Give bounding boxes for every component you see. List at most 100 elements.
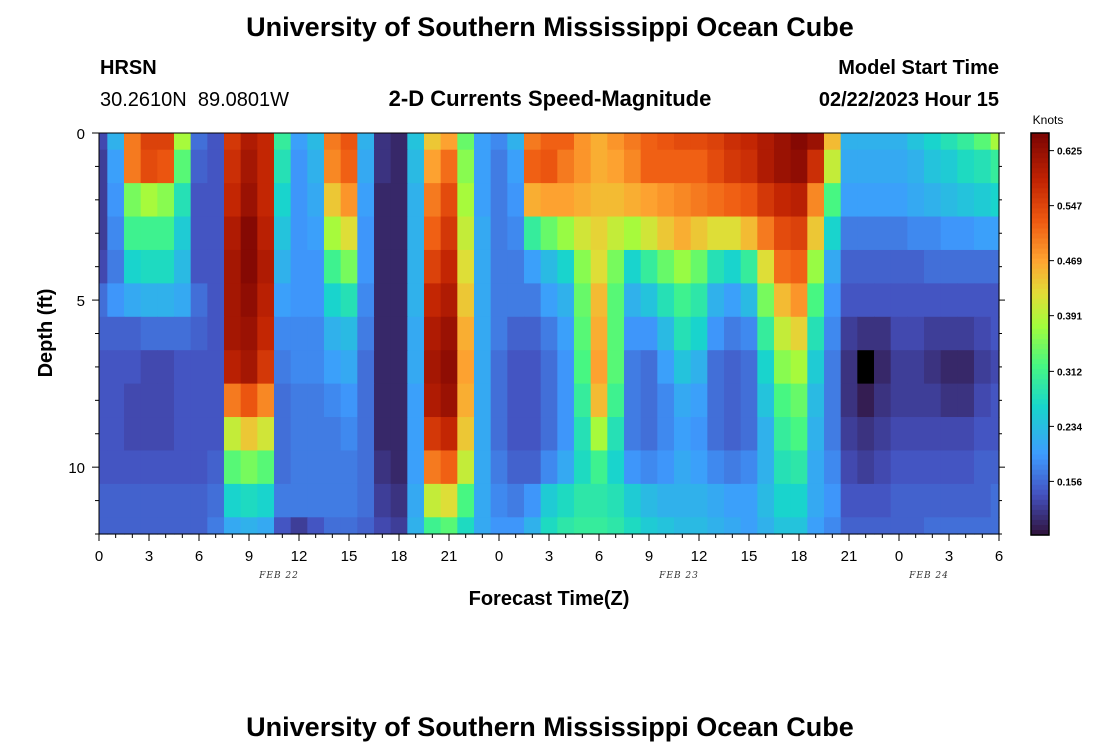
heatmap-cell bbox=[240, 350, 258, 385]
heatmap-cell bbox=[140, 133, 158, 151]
heatmap-cell bbox=[640, 133, 658, 151]
heatmap-cell bbox=[674, 316, 692, 351]
heatmap-cell bbox=[974, 249, 992, 284]
heatmap-cell bbox=[840, 450, 858, 485]
heatmap-cell bbox=[324, 316, 342, 351]
heatmap-cell bbox=[857, 316, 875, 351]
heatmap-cell bbox=[274, 133, 292, 151]
heatmap-cell bbox=[524, 417, 542, 452]
heatmap-cell bbox=[99, 283, 108, 318]
heatmap-cell bbox=[840, 417, 858, 452]
colorbar-segment bbox=[1031, 138, 1049, 144]
heatmap-cell bbox=[440, 350, 458, 385]
heatmap-cell bbox=[590, 417, 608, 452]
heatmap-cell bbox=[574, 216, 592, 251]
heatmap-cell bbox=[107, 417, 125, 452]
date-label: FEB 24 bbox=[908, 571, 949, 581]
heatmap-cell bbox=[307, 216, 325, 251]
heatmap-cell bbox=[657, 149, 675, 184]
heatmap-cell bbox=[107, 283, 125, 318]
colorbar-frame bbox=[1030, 132, 1050, 536]
heatmap-cell bbox=[224, 450, 242, 485]
heatmap-cell bbox=[790, 216, 808, 251]
heatmap-cell bbox=[374, 383, 392, 418]
heatmap-cell bbox=[690, 383, 708, 418]
heatmap-cell bbox=[274, 216, 292, 251]
heatmap-cell bbox=[424, 149, 442, 184]
heatmap-cell bbox=[940, 483, 958, 518]
heatmap-cell bbox=[757, 149, 775, 184]
heatmap-cell bbox=[740, 249, 758, 284]
heatmap-cell bbox=[774, 383, 792, 418]
heatmap-cell bbox=[357, 450, 375, 485]
heatmap-cell bbox=[974, 316, 992, 351]
heatmap-cell bbox=[440, 417, 458, 452]
heatmap-cell bbox=[890, 350, 908, 385]
heatmap-cell bbox=[757, 249, 775, 284]
heatmap-cell bbox=[124, 249, 142, 284]
x-tick-label: 0 bbox=[895, 548, 903, 565]
heatmap-cell bbox=[157, 133, 175, 151]
heatmap-cell bbox=[140, 283, 158, 318]
heatmap-cell bbox=[740, 183, 758, 218]
heatmap-cell bbox=[457, 483, 475, 518]
heatmap-cell bbox=[490, 283, 508, 318]
heatmap-cell bbox=[390, 417, 408, 452]
heatmap-cell bbox=[657, 483, 675, 518]
heatmap-cell bbox=[790, 483, 808, 518]
heatmap-cell bbox=[640, 149, 658, 184]
heatmap-cell bbox=[357, 183, 375, 218]
heatmap-cell bbox=[874, 149, 892, 184]
heatmap-cell bbox=[290, 183, 308, 218]
colorbar-segment bbox=[1031, 439, 1049, 446]
heatmap-cell bbox=[424, 249, 442, 284]
heatmap-cell bbox=[390, 133, 408, 151]
colorbar-segment bbox=[1031, 233, 1049, 240]
heatmap-cell bbox=[757, 383, 775, 418]
colorbar-segment bbox=[1031, 359, 1049, 365]
heatmap-cell bbox=[990, 383, 1000, 418]
heatmap-cell bbox=[424, 483, 442, 518]
x-tick-label: 6 bbox=[995, 548, 1003, 565]
heatmap-cell bbox=[824, 316, 842, 351]
heatmap-cell bbox=[957, 183, 975, 218]
heatmap-cell bbox=[907, 183, 925, 218]
heatmap-cell bbox=[557, 216, 575, 251]
heatmap-cell bbox=[224, 183, 242, 218]
heatmap-cell bbox=[807, 350, 825, 385]
heatmap-cell bbox=[840, 183, 858, 218]
colorbar-segment bbox=[1031, 183, 1049, 189]
heatmap-cell bbox=[940, 383, 958, 418]
heatmap-cell bbox=[190, 417, 208, 452]
heatmap-cell bbox=[390, 183, 408, 218]
colorbar-segment bbox=[1031, 414, 1049, 421]
page-title-top: University of Southern Mississippi Ocean… bbox=[246, 12, 854, 42]
heatmap-cell bbox=[590, 216, 608, 251]
heatmap-cell bbox=[790, 450, 808, 485]
heatmap-cell bbox=[140, 483, 158, 518]
heatmap-cell bbox=[107, 183, 125, 218]
heatmap-cell bbox=[774, 283, 792, 318]
x-axis: 0 3 6 9 12 15 18 21 0 3 6 9 12 15 18 21 0 3 6 FEB 22 FEB 23 F… bbox=[95, 533, 1003, 581]
x-tick-label: 18 bbox=[391, 548, 408, 565]
heatmap-cell bbox=[324, 216, 342, 251]
heatmap-cell bbox=[540, 283, 558, 318]
heatmap-cell bbox=[107, 383, 125, 418]
heatmap-cell bbox=[574, 249, 592, 284]
heatmap-cell bbox=[907, 350, 925, 385]
heatmap-cell bbox=[824, 450, 842, 485]
heatmap-cell bbox=[757, 350, 775, 385]
colorbar-segment bbox=[1031, 258, 1049, 265]
heatmap-cell bbox=[990, 483, 1000, 518]
colorbar-segment bbox=[1031, 349, 1049, 355]
heatmap-cell bbox=[99, 249, 108, 284]
heatmap-cell bbox=[557, 183, 575, 218]
heatmap-cell bbox=[590, 450, 608, 485]
heatmap-cell bbox=[590, 316, 608, 351]
heatmap-cell bbox=[390, 283, 408, 318]
model-start-label: Model Start Time bbox=[838, 57, 999, 79]
heatmap-cell bbox=[257, 517, 275, 535]
heatmap-cell bbox=[690, 517, 708, 535]
heatmap-cell bbox=[774, 450, 792, 485]
heatmap-cell bbox=[490, 383, 508, 418]
